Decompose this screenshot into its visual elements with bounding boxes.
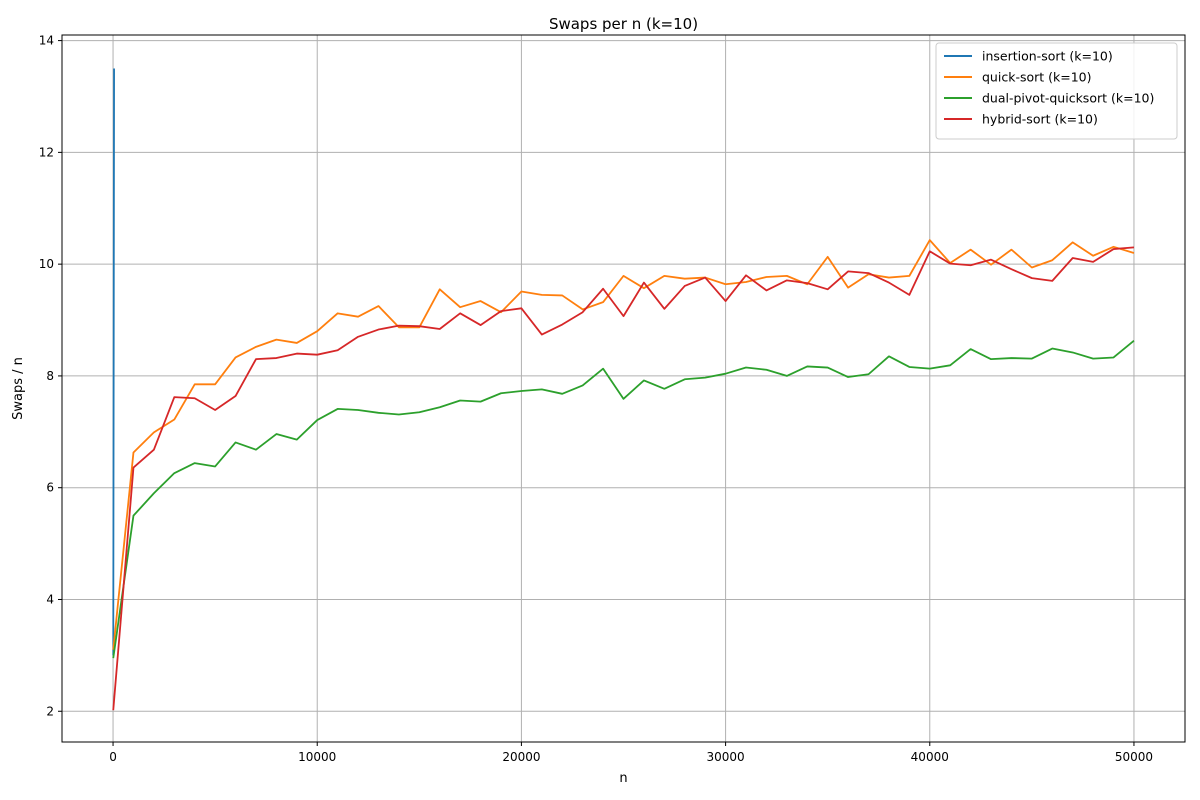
grid-lines (62, 35, 1185, 742)
chart-title: Swaps per n (k=10) (549, 15, 698, 33)
y-tick-label: 2 (46, 704, 54, 718)
x-tick-label: 40000 (911, 750, 949, 764)
legend-label: quick-sort (k=10) (982, 70, 1092, 85)
y-axis-title: Swaps / n (11, 357, 26, 420)
y-tick-label: 6 (46, 481, 54, 495)
series-line-3 (112, 246, 1135, 711)
axis-ticks: 0 10000 20000 30000 40000 50000 2 4 6 8 10 12 14 (39, 34, 1153, 764)
x-tick-label: 30000 (706, 750, 744, 764)
series-line-1 (112, 239, 1135, 650)
series-lines (112, 68, 1135, 711)
legend-label: dual-pivot-quicksort (k=10) (982, 91, 1154, 106)
legend-box (935, 42, 1178, 140)
x-tick-label: 0 (109, 750, 117, 764)
legend: insertion-sort (k=10) quick-sort (k=10) du… (935, 42, 1178, 140)
y-tick-label: 10 (39, 257, 54, 271)
y-tick-label: 4 (46, 592, 54, 606)
series-line-2 (112, 340, 1135, 659)
plot-frame (61, 34, 1186, 743)
y-tick-label: 8 (46, 369, 54, 383)
x-tick-label: 20000 (502, 750, 540, 764)
x-axis-title: n (619, 771, 627, 786)
x-tick-label: 10000 (298, 750, 336, 764)
legend-label: hybrid-sort (k=10) (982, 112, 1098, 127)
x-tick-label: 50000 (1115, 750, 1153, 764)
series-line-0 (112, 68, 115, 656)
legend-label: insertion-sort (k=10) (982, 49, 1113, 64)
y-tick-label: 12 (39, 145, 54, 159)
y-tick-label: 14 (39, 34, 54, 48)
